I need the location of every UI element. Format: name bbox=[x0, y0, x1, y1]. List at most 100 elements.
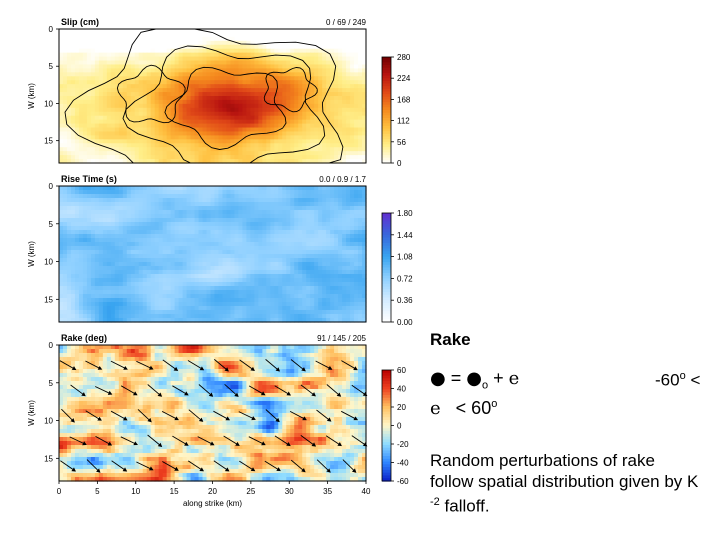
x-tick-label: 15 bbox=[170, 487, 179, 496]
colorbar-step bbox=[382, 439, 391, 443]
colorbar: 60 40 20 0 -20 -40 -60 bbox=[381, 366, 409, 486]
y-tick-label: 0 bbox=[49, 182, 54, 191]
colorbar-label: 0 bbox=[397, 159, 402, 168]
colorbar-step bbox=[382, 370, 391, 374]
colorbar-label: 1.80 bbox=[397, 209, 413, 218]
rake-arrow-head bbox=[250, 467, 256, 472]
desc-line-1: Random perturbations of rake bbox=[430, 451, 655, 470]
colorbar-label: -20 bbox=[397, 440, 409, 449]
x-tick-label: 40 bbox=[362, 487, 371, 496]
slip-contours bbox=[64, 28, 344, 164]
x-tick-label: 0 bbox=[57, 487, 62, 496]
colorbar-label: -40 bbox=[397, 459, 409, 468]
colorbar-step bbox=[382, 139, 391, 143]
rake-description: Random perturbations of rake follow spat… bbox=[430, 450, 720, 517]
rake-arrow-head bbox=[225, 416, 231, 421]
rake-arrow-head bbox=[224, 367, 229, 372]
rake-arrow-head bbox=[234, 392, 239, 397]
colorbar: 1.80 1.44 1.08 0.72 0.36 0.00 bbox=[381, 209, 413, 327]
colorbar-step bbox=[382, 286, 391, 290]
panel-title: Rise Time (s) bbox=[61, 174, 117, 184]
y-tick-label: 15 bbox=[44, 295, 53, 304]
colorbar-step bbox=[382, 242, 391, 247]
desc-line-3: -2 falloff. bbox=[430, 496, 490, 516]
rake-arrow-head bbox=[173, 366, 179, 371]
rake-arrow-head bbox=[71, 467, 76, 472]
panel-title: Slip (cm) bbox=[61, 17, 99, 27]
colorbar-step bbox=[382, 262, 391, 266]
colorbar-step bbox=[382, 428, 391, 432]
colorbar-step bbox=[382, 308, 391, 312]
colorbar-step bbox=[382, 117, 391, 122]
y-tick-label: 0 bbox=[49, 25, 54, 34]
colorbar-step bbox=[382, 456, 391, 460]
rake-arrow-head bbox=[301, 367, 306, 372]
colorbar-label: 168 bbox=[397, 95, 411, 104]
colorbar-step bbox=[382, 436, 391, 440]
colorbar-step bbox=[382, 414, 391, 418]
rake-arrow-head bbox=[71, 366, 77, 371]
rake-arrow-head bbox=[184, 391, 189, 396]
panel-3: Rake (deg) 91 / 145 / 205 0 5 10 15 W (km) 0 5 10… bbox=[27, 333, 409, 508]
colorbar-step bbox=[382, 311, 391, 315]
colorbar-step bbox=[382, 94, 391, 98]
rake-arrow-head bbox=[351, 468, 357, 473]
colorbar-step bbox=[382, 300, 391, 304]
rake-arrow-head bbox=[107, 441, 113, 446]
rake-arrow-head bbox=[133, 441, 138, 446]
rake-arrow-head bbox=[251, 416, 256, 421]
colorbar-step bbox=[382, 253, 391, 258]
colorbar-step bbox=[382, 275, 391, 280]
colorbar-step bbox=[382, 272, 391, 277]
colorbar-step bbox=[382, 464, 391, 468]
rake-arrow-head bbox=[286, 391, 292, 396]
colorbar-step bbox=[382, 104, 391, 108]
colorbar-step bbox=[382, 478, 391, 482]
colorbar-step bbox=[382, 433, 391, 438]
colorbar-label: 60 bbox=[397, 366, 406, 375]
colorbar-step bbox=[382, 213, 391, 217]
colorbar-step bbox=[382, 136, 391, 140]
colorbar-step bbox=[382, 381, 391, 385]
rake-arrow-head bbox=[82, 441, 87, 446]
colorbar-step bbox=[382, 112, 391, 116]
rake-heading: Rake bbox=[430, 330, 471, 349]
colorbar-step bbox=[382, 472, 391, 477]
rake-bound-right: e < 60o bbox=[430, 398, 498, 419]
colorbar-step bbox=[382, 444, 391, 449]
rake-arrow-head bbox=[123, 416, 128, 421]
desc-line-2: follow spatial distribution given by K bbox=[430, 472, 699, 491]
y-axis-label: W (km) bbox=[27, 241, 36, 267]
eq-equals: = bbox=[450, 368, 462, 388]
colorbar-label: 0 bbox=[397, 422, 402, 431]
colorbar-label: 1.08 bbox=[397, 253, 413, 262]
rake-arrow-head bbox=[311, 442, 317, 447]
colorbar-step bbox=[382, 234, 391, 239]
colorbar-step bbox=[382, 83, 391, 87]
colorbar-step bbox=[382, 215, 391, 220]
colorbar-step bbox=[382, 144, 391, 148]
y-axis-label: W (km) bbox=[27, 400, 36, 426]
colorbar-step bbox=[382, 378, 391, 382]
colorbar-step bbox=[382, 316, 391, 320]
colorbar-label: 0.36 bbox=[397, 296, 413, 305]
panel-stats: 0.0 / 0.9 / 1.7 bbox=[319, 175, 366, 184]
colorbar-step bbox=[382, 431, 391, 435]
colorbar-step bbox=[382, 425, 391, 429]
rake-arrow-head bbox=[148, 365, 154, 370]
colorbar-step bbox=[382, 64, 391, 69]
colorbar-label: -60 bbox=[397, 477, 409, 486]
colorbar-step bbox=[382, 149, 391, 153]
colorbar-step bbox=[382, 131, 391, 135]
colorbar-step bbox=[382, 133, 391, 138]
colorbar-label: 280 bbox=[397, 53, 411, 62]
colorbar-step bbox=[382, 264, 391, 269]
rake-arrows bbox=[59, 359, 368, 473]
y-axis-label: W (km) bbox=[27, 83, 36, 109]
colorbar-step bbox=[382, 469, 391, 474]
rake-arrow-head bbox=[286, 442, 291, 447]
colorbar-step bbox=[382, 223, 391, 228]
panel-title: Rake (deg) bbox=[61, 333, 107, 343]
rake-bound-left: -60o < bbox=[655, 370, 701, 390]
rake-arrow-head bbox=[96, 468, 101, 473]
